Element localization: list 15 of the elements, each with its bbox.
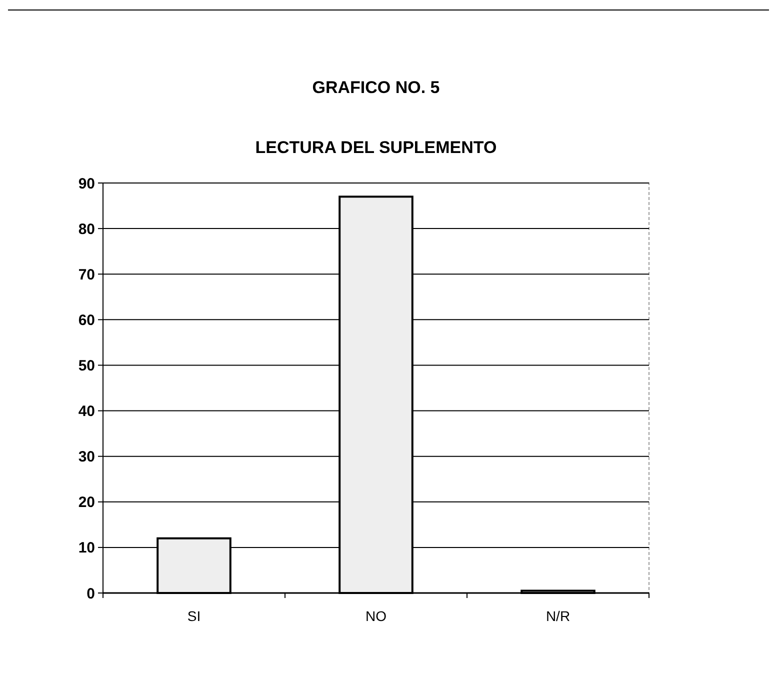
y-tick-label: 70 — [78, 266, 95, 284]
y-tick-label: 80 — [78, 220, 95, 238]
y-tick-label: 40 — [78, 403, 95, 420]
y-tick-label: 60 — [78, 312, 95, 329]
x-tick-label: SI — [187, 608, 201, 624]
x-tick-label: N/R — [546, 608, 570, 624]
y-tick-label: 10 — [78, 540, 95, 557]
y-tick-label: 30 — [78, 448, 95, 466]
y-tick-label: 0 — [86, 585, 95, 602]
chart-title: GRAFICO NO. 5 — [312, 78, 440, 97]
y-tick-label: 50 — [78, 357, 95, 374]
y-tick-label: 90 — [78, 175, 95, 192]
y-tick-label: 20 — [78, 494, 95, 512]
x-tick-label: NO — [366, 608, 387, 624]
chart-subtitle: LECTURA DEL SUPLEMENTO — [255, 138, 497, 157]
